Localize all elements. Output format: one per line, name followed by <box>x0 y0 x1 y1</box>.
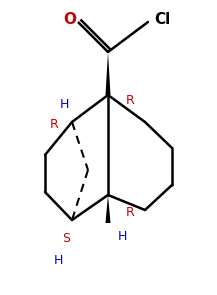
Text: O: O <box>64 12 77 27</box>
Polygon shape <box>105 195 110 223</box>
Text: R: R <box>126 206 134 219</box>
Text: S: S <box>62 232 70 245</box>
Text: R: R <box>50 117 58 130</box>
Text: H: H <box>53 253 63 266</box>
Text: R: R <box>126 94 134 106</box>
Text: H: H <box>117 230 127 243</box>
Polygon shape <box>105 52 110 95</box>
Text: H: H <box>59 98 69 111</box>
Text: Cl: Cl <box>154 12 170 27</box>
